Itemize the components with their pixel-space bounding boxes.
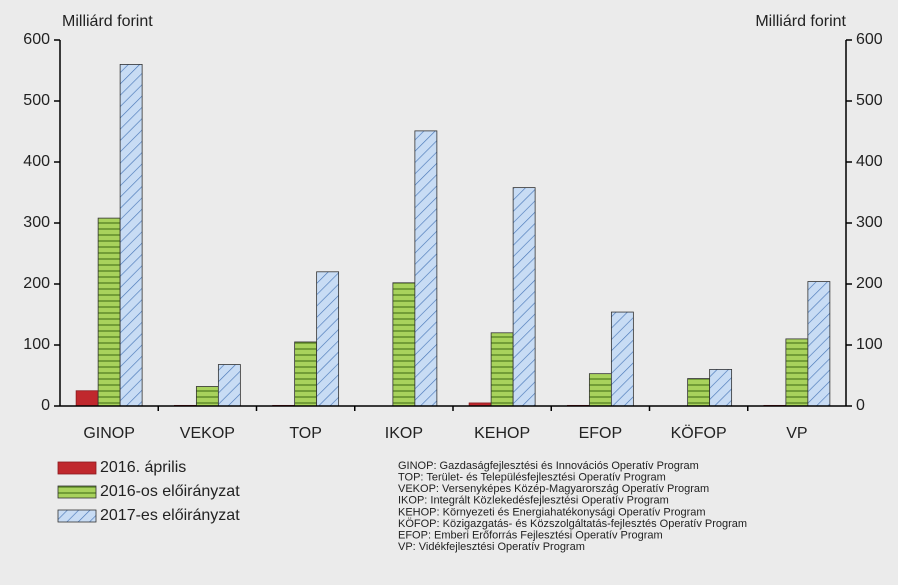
bar — [414, 130, 438, 407]
x-tick-label: EFOP — [579, 425, 623, 442]
y-tick-label: 500 — [23, 92, 50, 109]
bar — [75, 390, 99, 407]
y-tick-label: 600 — [23, 31, 50, 48]
note: KÖFOP: Közigazgatás- és Közszolgáltatás-… — [398, 518, 747, 530]
y-tick-label: 400 — [23, 153, 50, 170]
y-tick-label: 0 — [41, 397, 50, 414]
legend-swatch — [57, 461, 97, 475]
note: KEHOP: Környezeti és Energiahatékonysági… — [398, 506, 706, 518]
x-tick-label: KEHOP — [474, 425, 530, 442]
legend-swatch — [57, 509, 97, 523]
y-axis-label: Milliárd forint — [62, 13, 153, 30]
bar — [512, 187, 536, 407]
bar — [709, 368, 733, 407]
x-tick-label: KÖFOP — [671, 424, 727, 442]
bar — [588, 373, 612, 407]
x-tick-label: VEKOP — [180, 425, 235, 442]
y-tick-label: 300 — [23, 214, 50, 231]
bar — [687, 378, 711, 407]
y2-tick-label: 600 — [856, 31, 883, 48]
legend-label: 2016-os előirányzat — [100, 483, 240, 500]
bar — [97, 217, 121, 407]
y2-tick-label: 300 — [856, 214, 883, 231]
bar — [785, 338, 809, 407]
y-tick-label: 100 — [23, 336, 50, 353]
y-tick-label: 200 — [23, 275, 50, 292]
x-tick-label: VP — [786, 425, 807, 442]
bar — [807, 281, 831, 407]
bar — [316, 271, 340, 407]
bar — [392, 282, 416, 407]
note: TOP: Terület- és Településfejlesztési Op… — [398, 472, 666, 484]
note: VP: Vidékfejlesztési Operatív Program — [398, 541, 585, 553]
y2-axis-label: Milliárd forint — [755, 13, 846, 30]
y2-tick-label: 400 — [856, 153, 883, 170]
y2-tick-label: 100 — [856, 336, 883, 353]
y2-tick-label: 500 — [856, 92, 883, 109]
bar — [195, 386, 219, 407]
legend-label: 2016. április — [100, 459, 186, 476]
bar — [294, 341, 318, 407]
note: IKOP: Integrált Közlekedésfejlesztési Op… — [398, 495, 669, 507]
bar — [490, 332, 514, 407]
y2-tick-label: 200 — [856, 275, 883, 292]
note: VEKOP: Versenyképes Közép-Magyarország O… — [398, 483, 709, 495]
bar — [217, 364, 241, 407]
x-tick-label: IKOP — [385, 425, 423, 442]
bar — [610, 311, 634, 407]
x-tick-label: GINOP — [83, 425, 135, 442]
y2-tick-label: 0 — [856, 397, 865, 414]
x-tick-label: TOP — [289, 425, 322, 442]
note: GINOP: Gazdaságfejlesztési és Innovációs… — [398, 460, 699, 472]
legend-label: 2017-es előirányzat — [100, 507, 240, 524]
bar — [119, 64, 143, 407]
note: EFOP: Emberi Erőforrás Fejlesztési Opera… — [398, 530, 663, 542]
legend-swatch — [57, 485, 97, 499]
